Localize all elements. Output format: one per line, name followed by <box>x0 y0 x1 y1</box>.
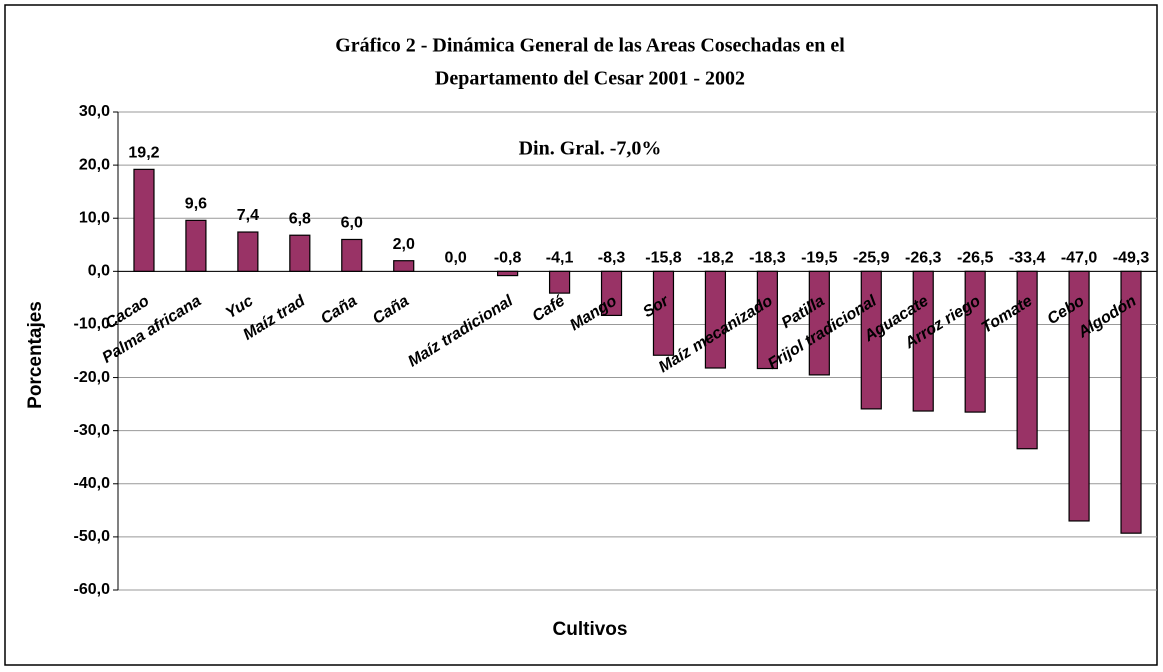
value-label: -26,3 <box>905 250 942 267</box>
y-tick-label: -20,0 <box>74 369 111 386</box>
bar <box>341 238 363 272</box>
bar <box>600 270 623 317</box>
chart-title: Departamento del Cesar 2001 - 2002 <box>435 68 745 90</box>
bar <box>1120 270 1142 534</box>
y-tick-label: -60,0 <box>74 581 111 598</box>
value-label: 9,6 <box>185 196 207 213</box>
value-label: 7,4 <box>237 207 259 224</box>
bar <box>964 270 986 413</box>
value-label: -18,3 <box>749 250 786 267</box>
bar <box>1068 270 1090 522</box>
bar <box>912 270 934 412</box>
y-axis-title: Porcentajes <box>25 301 46 409</box>
value-label: 2,0 <box>393 236 415 253</box>
bar <box>185 219 207 272</box>
y-tick-label: 20,0 <box>79 156 110 173</box>
value-label: 0,0 <box>445 250 467 267</box>
y-tick-label: 10,0 <box>79 209 110 226</box>
value-label: 6,0 <box>341 215 363 232</box>
y-tick-label: -40,0 <box>74 475 111 492</box>
x-axis-title: Cultivos <box>553 619 628 640</box>
value-label: -47,0 <box>1061 250 1098 267</box>
value-label: 6,8 <box>289 210 311 227</box>
y-tick-label: -50,0 <box>74 528 111 545</box>
bar <box>393 260 415 272</box>
bar <box>548 270 571 294</box>
value-label: -33,4 <box>1009 250 1046 267</box>
bar <box>860 270 882 410</box>
bars <box>133 168 1142 534</box>
bar <box>289 234 311 272</box>
value-label: -49,3 <box>1113 250 1150 267</box>
chart-title: Gráfico 2 - Dinámica General de las Area… <box>335 35 845 57</box>
y-tick-label: 0,0 <box>88 263 110 280</box>
bar <box>133 168 155 272</box>
y-tick-label: -10,0 <box>74 316 111 333</box>
annotation: Din. Gral. -7,0% <box>519 138 662 160</box>
value-label: -15,8 <box>645 250 682 267</box>
bar <box>1016 270 1038 450</box>
value-label: -8,3 <box>598 250 626 267</box>
bar <box>237 231 259 272</box>
bar <box>652 270 675 356</box>
value-label: -0,8 <box>494 250 522 267</box>
bar <box>756 270 778 370</box>
value-label: -19,5 <box>801 250 838 267</box>
value-label: 19,2 <box>128 145 159 162</box>
value-label: -25,9 <box>853 250 890 267</box>
bar <box>704 270 727 369</box>
value-label: -18,2 <box>697 250 734 267</box>
value-label: -26,5 <box>957 250 994 267</box>
bar <box>497 270 519 277</box>
value-label: -4,1 <box>546 250 574 267</box>
y-tick-label: 30,0 <box>79 103 110 120</box>
bar <box>808 270 830 376</box>
y-tick-label: -30,0 <box>74 422 111 439</box>
